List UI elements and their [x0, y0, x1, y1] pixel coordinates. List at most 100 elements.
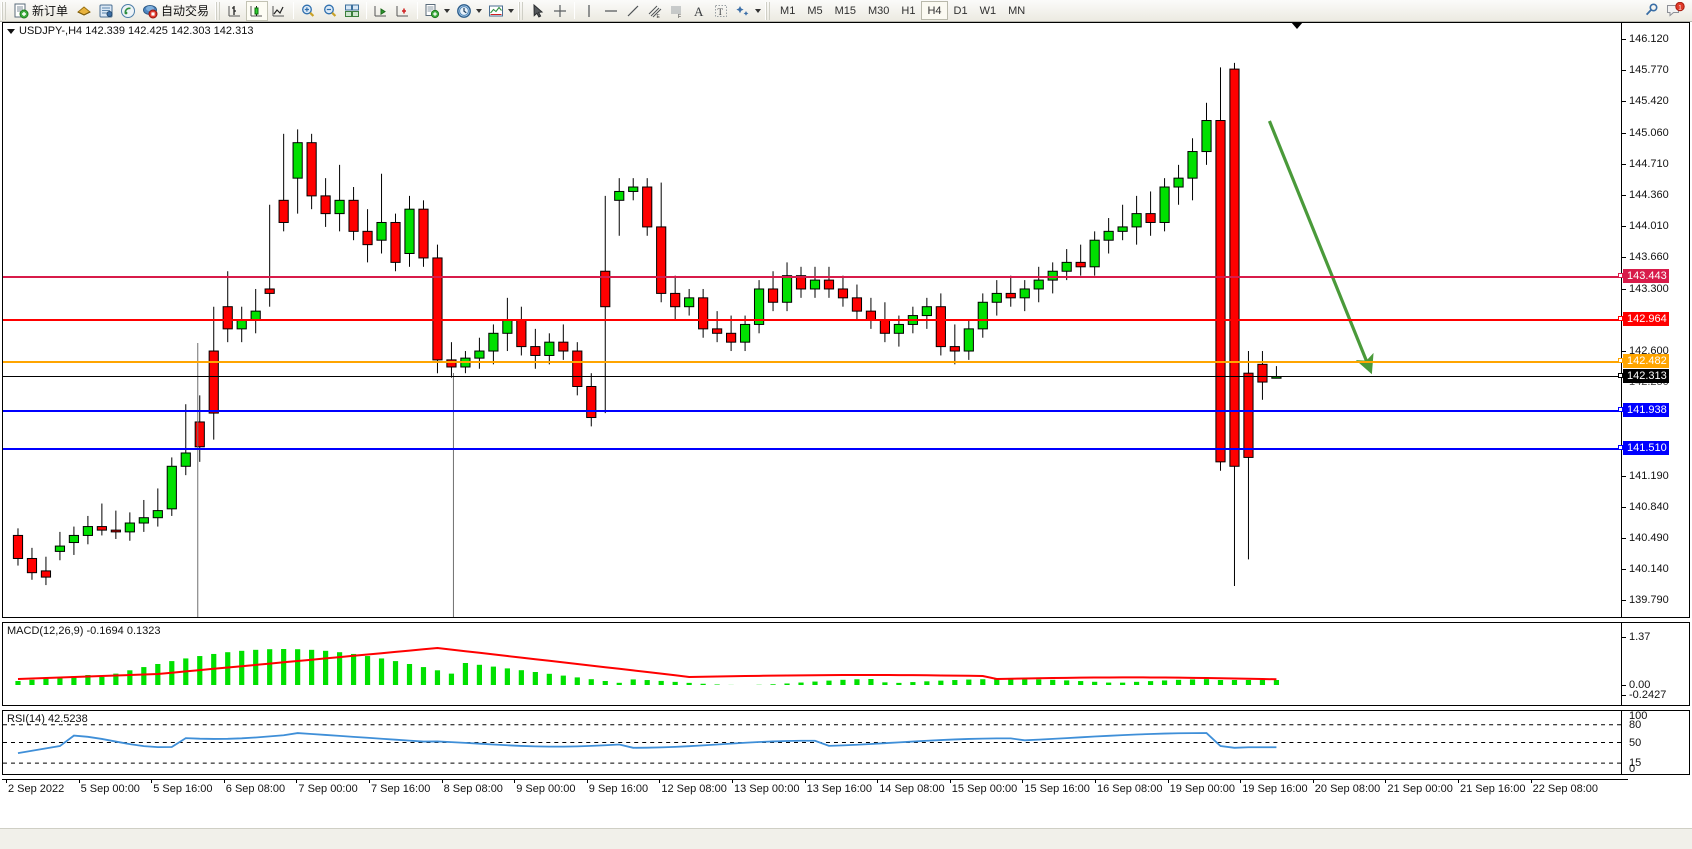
time-tickmark — [1240, 779, 1242, 783]
chart-symbol-text: USDJPY-,H4 142.339 142.425 142.303 142.3… — [19, 25, 254, 37]
rsi-axis: 100 80 50 15 0 — [1621, 711, 1689, 774]
trendline-button[interactable] — [622, 1, 644, 21]
crosshair-button[interactable] — [549, 1, 571, 21]
text-label-button[interactable]: T — [710, 1, 732, 21]
timeframe-m15[interactable]: M15 — [834, 4, 856, 17]
price-tick-label: 143.660 — [1629, 251, 1669, 264]
indicators-button[interactable] — [421, 1, 443, 21]
horizontal-line-button[interactable] — [600, 1, 622, 21]
timeframe-m30[interactable]: M30 — [868, 4, 890, 17]
toolbar-grip-4[interactable] — [765, 1, 773, 20]
rsi-pane[interactable]: RSI(14) 42.5238 100 80 50 15 0 — [2, 710, 1690, 775]
time-tick-label: 15 Sep 16:00 — [1024, 783, 1090, 795]
svg-text:E: E — [657, 14, 661, 19]
expert-advisors-button[interactable] — [73, 1, 95, 21]
templates-dropdown-caret[interactable] — [508, 8, 515, 13]
price-plot-area[interactable] — [3, 23, 1621, 617]
signals-button[interactable] — [117, 1, 139, 21]
timeframe-d1[interactable]: D1 — [953, 4, 968, 17]
auto-scroll-button[interactable] — [392, 1, 414, 21]
drawings-layer[interactable] — [3, 23, 1621, 617]
periods-button[interactable] — [453, 1, 475, 21]
new-order-button[interactable]: 新订单 — [10, 1, 73, 21]
price-tick-label: 141.190 — [1629, 470, 1669, 483]
price-level-tag-last-price[interactable]: 142.313 — [1623, 369, 1669, 384]
macd-pane[interactable]: MACD(12,26,9) -0.1694 0.1323 1.37 0.00 -0.… — [2, 622, 1690, 706]
price-level-handle[interactable] — [1618, 406, 1623, 412]
time-tickmark — [1095, 779, 1096, 783]
price-level-tag-resistance-1[interactable]: 143.443 — [1623, 269, 1669, 284]
macd-tickmark — [1622, 637, 1626, 638]
price-level-handle[interactable] — [1618, 373, 1623, 379]
price-tickmark — [1622, 538, 1626, 540]
time-tickmark — [223, 779, 225, 783]
time-tickmark — [1385, 779, 1387, 783]
zoom-out-button[interactable] — [319, 1, 341, 21]
price-level-tag-pivot[interactable]: 142.482 — [1623, 354, 1669, 369]
chart-menu-caret-icon[interactable] — [7, 28, 15, 34]
price-tick-label: 144.710 — [1629, 157, 1669, 170]
fibonacci-button[interactable]: F — [666, 1, 688, 21]
price-level-handle[interactable] — [1618, 315, 1623, 321]
price-pane[interactable]: USDJPY-,H4 142.339 142.425 142.303 142.3… — [2, 22, 1690, 618]
cursor-button[interactable] — [527, 1, 549, 21]
macd-header: MACD(12,26,9) -0.1694 0.1323 — [7, 625, 161, 637]
toolbar-grip-2[interactable] — [215, 1, 223, 20]
candlestick-chart-button[interactable] — [246, 0, 269, 21]
objects-dropdown-caret[interactable] — [755, 8, 762, 13]
price-level-handle[interactable] — [1618, 358, 1623, 364]
time-tickmark — [586, 779, 588, 783]
price-level-line-resistance-2[interactable] — [3, 318, 1621, 321]
price-level-line-last-price[interactable] — [3, 376, 1621, 378]
terminal-button[interactable] — [95, 1, 117, 21]
main-toolbar: 新订单 — [0, 0, 1692, 22]
vertical-line-button[interactable] — [578, 1, 600, 21]
price-level-handle[interactable] — [1618, 273, 1623, 279]
price-level-tag-resistance-2[interactable]: 142.964 — [1623, 311, 1669, 326]
zoom-in-button[interactable] — [297, 1, 319, 21]
timeframe-mn[interactable]: MN — [1008, 4, 1026, 17]
time-tickmark — [78, 779, 80, 783]
price-level-tag-support-2[interactable]: 141.510 — [1623, 440, 1669, 455]
rsi-tick-label: 80 — [1629, 718, 1642, 731]
timeframe-w1[interactable]: W1 — [979, 4, 997, 17]
price-level-handle[interactable] — [1618, 444, 1623, 450]
zoom-out-icon — [324, 4, 337, 17]
timeframe-h1[interactable]: H1 — [901, 4, 916, 17]
templates-button[interactable] — [485, 1, 507, 21]
alerts-button[interactable]: 1 — [1663, 1, 1688, 21]
price-level-line-support-2[interactable] — [3, 447, 1621, 450]
rsi-plot-area[interactable] — [3, 711, 1621, 774]
equidistant-channel-button[interactable]: E — [644, 1, 666, 21]
line-chart-button[interactable] — [268, 1, 290, 21]
indicators-dropdown-caret[interactable] — [444, 8, 451, 13]
objects-button[interactable] — [732, 1, 754, 21]
cursor-icon — [533, 3, 544, 18]
price-axis[interactable]: 146.120 145.770 145.420 145.060 144.710 144.3… — [1618, 23, 1689, 617]
time-tick-label: 5 Sep 16:00 — [153, 783, 213, 795]
auto-trading-button[interactable]: 自动交易 — [139, 1, 214, 21]
timeframe-m5[interactable]: M5 — [807, 4, 823, 17]
time-tick-label: 15 Sep 00:00 — [951, 783, 1018, 795]
toolbar-grip-3[interactable] — [518, 1, 526, 20]
timeframe-h4[interactable]: H4 — [921, 1, 948, 20]
time-tick-label: 7 Sep 00:00 — [298, 783, 358, 795]
periods-dropdown-caret[interactable] — [476, 8, 483, 13]
time-axis[interactable]: 2 Sep 2022 5 Sep 00:00 5 Sep 16:00 6 Sep 08… — [2, 779, 1628, 801]
trendline-icon — [627, 5, 639, 16]
search-button[interactable] — [1640, 1, 1663, 21]
text-button[interactable]: A — [688, 1, 710, 21]
tile-windows-button[interactable] — [341, 1, 363, 21]
down-arrow-drawing[interactable] — [1267, 120, 1374, 375]
price-level-line-support-1[interactable] — [3, 409, 1621, 412]
price-level-line-pivot[interactable] — [3, 361, 1621, 364]
toolbar-grip[interactable] — [1, 1, 8, 20]
price-level-tag-support-1[interactable]: 141.938 — [1623, 402, 1669, 417]
time-tickmark — [1022, 779, 1024, 783]
bar-chart-button[interactable] — [224, 1, 246, 21]
macd-plot-area[interactable] — [3, 623, 1621, 705]
price-level-line-resistance-1[interactable] — [3, 276, 1621, 279]
chart-shift-button[interactable] — [370, 1, 392, 21]
timeframe-m1[interactable]: M1 — [780, 4, 796, 17]
price-tickmark — [1622, 476, 1626, 478]
